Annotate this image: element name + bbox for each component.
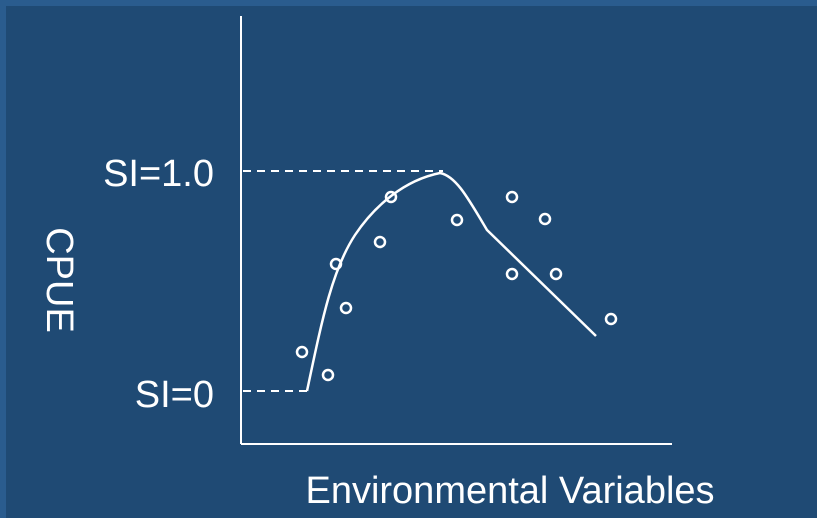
data-point bbox=[538, 212, 552, 226]
si-0-label: SI=0 bbox=[135, 374, 214, 416]
x-axis-title: Environmental Variables bbox=[305, 470, 714, 512]
fitted-suitability-curve bbox=[305, 171, 597, 392]
data-point bbox=[295, 345, 309, 359]
data-point bbox=[373, 235, 387, 249]
data-point bbox=[549, 267, 563, 281]
data-point bbox=[384, 190, 398, 204]
data-point bbox=[604, 312, 618, 326]
data-point bbox=[321, 368, 335, 382]
data-point bbox=[450, 213, 464, 227]
data-point bbox=[505, 267, 519, 281]
chart-panel bbox=[6, 6, 817, 518]
data-point bbox=[505, 190, 519, 204]
data-point bbox=[329, 257, 343, 271]
observation-points bbox=[295, 190, 618, 382]
si-1-label: SI=1.0 bbox=[103, 153, 214, 195]
y-axis-title: CPUE bbox=[38, 227, 80, 333]
data-point bbox=[339, 301, 353, 315]
